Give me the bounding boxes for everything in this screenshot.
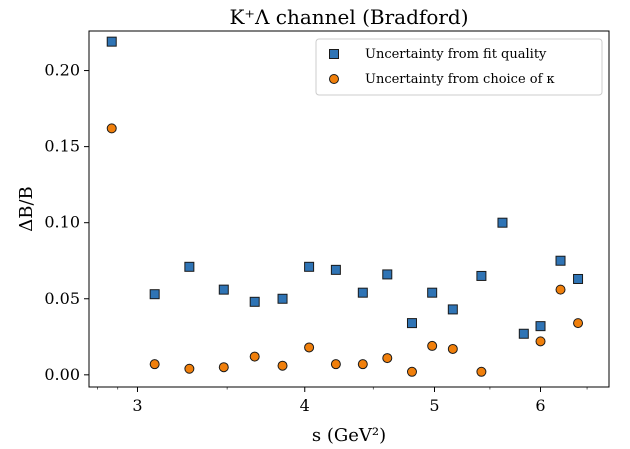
fit-quality-point: [407, 319, 416, 328]
kappa-point: [278, 361, 287, 370]
kappa-point: [150, 360, 159, 369]
y-tick-label: 0.05: [44, 289, 80, 308]
legend: Uncertainty from fit quality Uncertainty…: [316, 39, 602, 95]
fit-quality-point: [185, 262, 194, 271]
fit-quality-point: [150, 290, 159, 299]
kappa-point: [536, 337, 545, 346]
kappa-point: [448, 344, 457, 353]
x-tick-label: 3: [132, 396, 142, 415]
y-tick-label: 0.00: [44, 365, 80, 384]
fit-quality-point: [250, 297, 259, 306]
chart-title: K⁺Λ channel (Bradford): [229, 5, 468, 29]
y-tick-label: 0.10: [44, 213, 80, 232]
x-tick-label: 6: [535, 396, 545, 415]
kappa-point: [407, 367, 416, 376]
y-axis: 0.00 0.05 0.10 0.15 0.20: [44, 61, 89, 384]
kappa-point: [250, 352, 259, 361]
kappa-point: [477, 367, 486, 376]
fit-quality-point: [574, 274, 583, 283]
legend-marker-circle: [330, 75, 339, 84]
fit-quality-point: [331, 265, 340, 274]
fit-quality-point: [358, 288, 367, 297]
fit-quality-point: [428, 288, 437, 297]
fit-quality-point: [536, 322, 545, 331]
fit-quality-point: [278, 294, 287, 303]
kappa-point: [185, 364, 194, 373]
legend-marker-square: [330, 50, 339, 59]
fit-quality-point: [519, 329, 528, 338]
x-tick-label: 5: [429, 396, 439, 415]
kappa-point: [556, 285, 565, 294]
kappa-point: [219, 363, 228, 372]
fit-quality-point: [383, 270, 392, 279]
fit-quality-point: [448, 305, 457, 314]
kappa-point: [428, 341, 437, 350]
kappa-point: [331, 360, 340, 369]
x-axis-title: s (GeV²): [312, 425, 386, 446]
kappa-point: [358, 360, 367, 369]
legend-label-kappa: Uncertainty from choice of κ: [365, 72, 555, 87]
y-tick-label: 0.20: [44, 61, 80, 80]
fit-quality-point: [477, 271, 486, 280]
fit-quality-point: [219, 285, 228, 294]
fit-quality-point: [498, 218, 507, 227]
x-tick-label: 4: [300, 396, 310, 415]
kappa-point: [383, 354, 392, 363]
x-axis: 3 4 5 6: [97, 387, 587, 415]
legend-label-fit-quality: Uncertainty from fit quality: [365, 47, 547, 62]
kappa-point: [574, 319, 583, 328]
y-tick-label: 0.15: [44, 137, 80, 156]
fit-quality-point: [107, 37, 116, 46]
kappa-point: [107, 124, 116, 133]
kappa-point: [305, 343, 314, 352]
y-axis-title: ΔB/B: [16, 186, 37, 232]
fit-quality-point: [305, 262, 314, 271]
fit-quality-point: [556, 256, 565, 265]
